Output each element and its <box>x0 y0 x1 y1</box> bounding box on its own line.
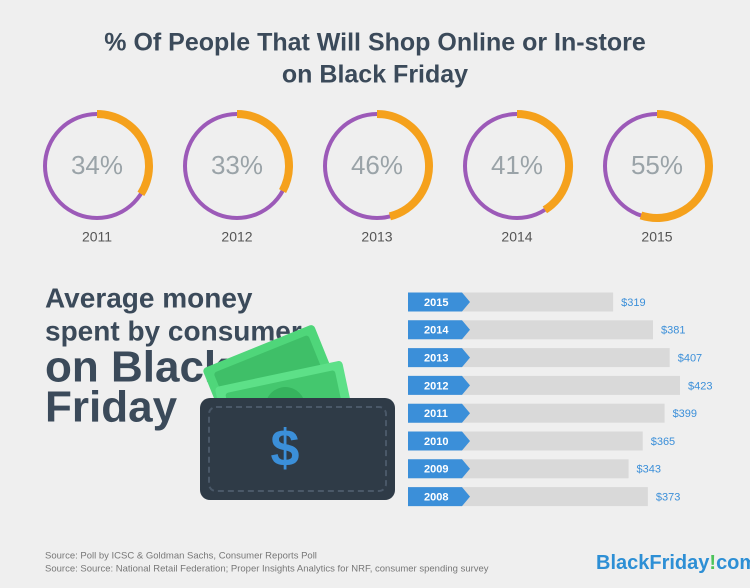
ring-value-label: 33% <box>211 150 263 180</box>
year-tag <box>408 292 470 312</box>
ring-arc <box>96 110 153 197</box>
bar-value-label: $319 <box>621 297 645 309</box>
ring-value-label: 46% <box>351 150 403 180</box>
source: Source: Poll by ICSC & Goldman Sachs, Co… <box>45 551 317 562</box>
year-tag <box>408 431 470 451</box>
bar-value-label: $365 <box>651 436 675 448</box>
bar-category-label: 2011 <box>424 408 448 420</box>
bar <box>408 403 665 423</box>
ring-arc <box>639 110 713 222</box>
bar-category-label: 2010 <box>424 436 448 448</box>
bar-category-label: 2009 <box>424 464 448 476</box>
ring-arc <box>236 110 293 193</box>
bar-value-label: $381 <box>661 325 685 337</box>
ring-value-label: 34% <box>71 150 123 180</box>
bar-category-label: 2008 <box>424 492 448 504</box>
title-line: on Black Friday <box>282 61 468 89</box>
bar <box>408 320 653 340</box>
ring-value-label: 41% <box>491 150 543 180</box>
heading-line: Friday <box>45 383 178 432</box>
bar-value-label: $407 <box>678 353 702 365</box>
title-line: % Of People That Will Shop Online or In-… <box>104 29 646 57</box>
bar-value-label: $399 <box>673 408 697 420</box>
logo: BlackFriday!com <box>596 552 750 574</box>
year-label: 2012 <box>221 229 252 245</box>
bar-category-label: 2013 <box>424 353 448 365</box>
heading-line: spent by consumer <box>45 315 302 346</box>
wallet-illustration: $ <box>200 325 395 500</box>
bar-category-label: 2014 <box>424 325 449 337</box>
source: Source: Source: National Retail Federati… <box>45 564 489 575</box>
bar-value-label: $423 <box>688 380 712 392</box>
year-label: 2014 <box>501 229 532 245</box>
bar <box>408 431 643 451</box>
bar <box>408 348 670 368</box>
year-label: 2011 <box>82 229 112 245</box>
year-tag <box>408 375 470 395</box>
year-tag <box>408 459 470 479</box>
year-label: 2015 <box>641 229 672 245</box>
heading-line: on Black <box>45 343 229 392</box>
year-tag <box>408 320 470 340</box>
year-label: 2013 <box>361 229 392 245</box>
svg-text:$: $ <box>271 420 300 478</box>
bar <box>408 487 648 507</box>
bar <box>408 375 680 395</box>
ring-arc <box>376 110 433 221</box>
ring-arc <box>516 110 573 214</box>
bar-value-label: $373 <box>656 492 680 504</box>
heading-line: Average money <box>45 282 253 313</box>
year-tag <box>408 487 470 507</box>
ring-value-label: 55% <box>631 150 683 180</box>
year-tag <box>408 348 470 368</box>
bar-category-label: 2015 <box>424 297 448 309</box>
year-tag <box>408 403 470 423</box>
bar-category-label: 2012 <box>424 380 448 392</box>
bar-value-label: $343 <box>637 464 661 476</box>
